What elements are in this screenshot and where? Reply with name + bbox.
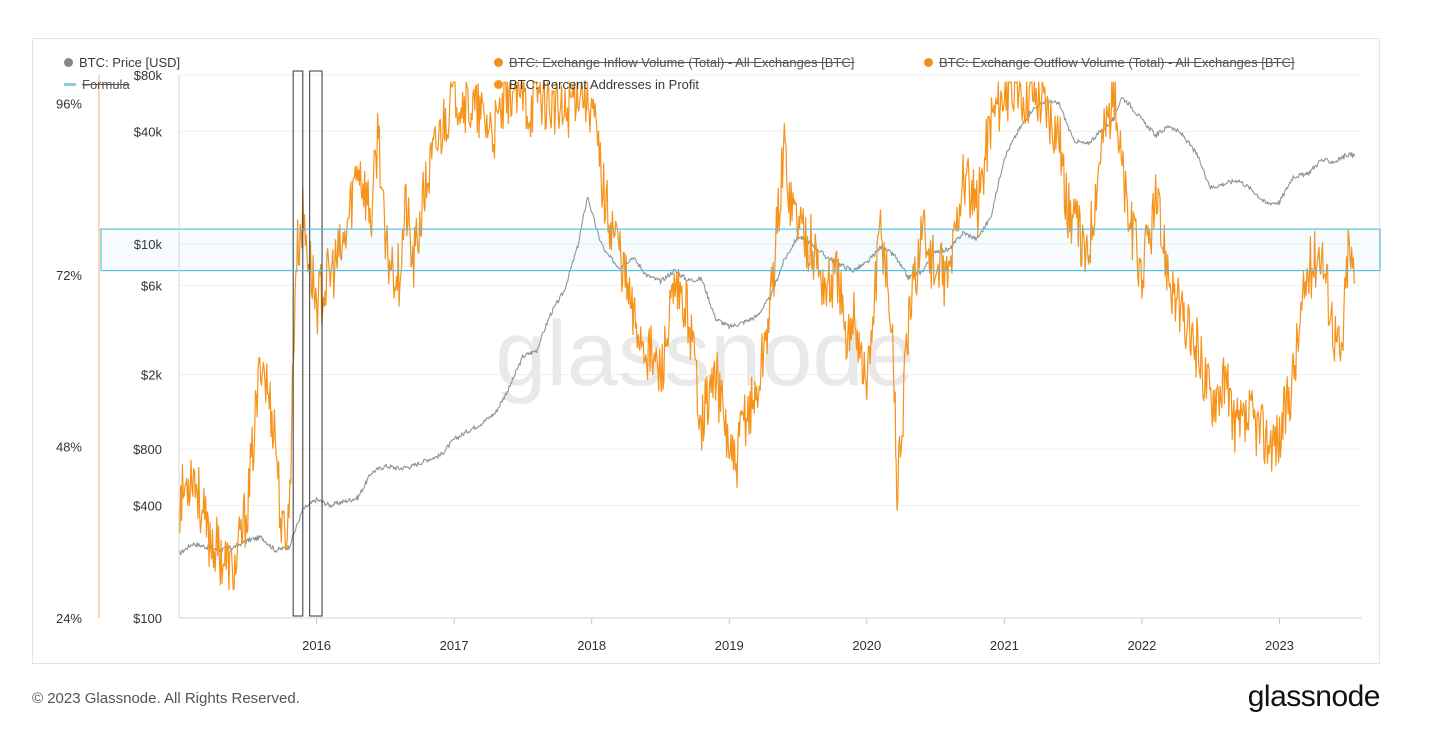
- chart-frame: [32, 38, 1380, 664]
- x-tick-label: 2017: [440, 638, 469, 653]
- legend-outflow-dot-icon: [924, 58, 933, 67]
- left-tick-label: 96%: [56, 97, 82, 112]
- price-tick-label: $100: [133, 611, 162, 626]
- legend-profit-dot-icon: [494, 80, 503, 89]
- legend-price[interactable]: BTC: Price [USD]: [64, 55, 180, 70]
- footer-copyright: © 2023 Glassnode. All Rights Reserved.: [32, 690, 300, 707]
- legend-inflow-label: BTC: Exchange Inflow Volume (Total) - Al…: [509, 55, 855, 70]
- price-tick-label: $2k: [141, 368, 162, 383]
- legend-profit[interactable]: BTC: Percent Addresses in Profit: [494, 77, 699, 92]
- price-tick-label: $6k: [141, 278, 162, 293]
- x-tick-label: 2022: [1127, 638, 1156, 653]
- formula-band: [100, 228, 1381, 272]
- legend-formula-line-icon: [64, 83, 76, 86]
- x-tick-label: 2016: [302, 638, 331, 653]
- legend-formula-label: Formula: [82, 77, 130, 92]
- legend-price-label: BTC: Price [USD]: [79, 55, 181, 70]
- legend-inflow[interactable]: BTC: Exchange Inflow Volume (Total) - Al…: [494, 55, 854, 70]
- legend-outflow[interactable]: BTC: Exchange Outflow Volume (Total) - A…: [924, 55, 1294, 70]
- legend-profit-label: BTC: Percent Addresses in Profit: [509, 77, 700, 92]
- x-tick-label: 2018: [577, 638, 606, 653]
- legend-outflow-label: BTC: Exchange Outflow Volume (Total) - A…: [939, 55, 1295, 70]
- annotation-layer: [100, 70, 1381, 617]
- highlight-box-1: [309, 70, 323, 617]
- price-series-line: [178, 96, 1356, 556]
- price-tick-label: $80k: [134, 68, 163, 83]
- x-tick-label: 2019: [715, 638, 744, 653]
- price-tick-label: $40k: [134, 124, 163, 139]
- x-tick-label: 2023: [1265, 638, 1294, 653]
- price-tick-label: $400: [133, 498, 162, 513]
- x-tick-label: 2020: [852, 638, 881, 653]
- left-tick-label: 24%: [56, 611, 82, 626]
- price-tick-label: $800: [133, 442, 162, 457]
- legend-formula[interactable]: Formula: [64, 77, 130, 92]
- left-axis: 24% 48% 72% 96%: [56, 97, 82, 626]
- x-axis: 2016 2017 2018 2019 2020 2021 2022 2023: [302, 618, 1294, 653]
- profit-series-line: [178, 81, 1356, 590]
- series-layer: [178, 81, 1356, 590]
- left-tick-label: 48%: [56, 440, 82, 455]
- legend-inflow-dot-icon: [494, 58, 503, 67]
- highlight-box-0: [292, 70, 304, 617]
- x-tick-label: 2021: [990, 638, 1019, 653]
- legend-price-dot-icon: [64, 58, 73, 67]
- glassnode-logo: glassnode: [1247, 680, 1381, 713]
- left-tick-label: 72%: [56, 268, 82, 283]
- price-tick-label: $10k: [134, 237, 163, 252]
- price-axis: $100 $400 $800 $2k $6k $10k $40k $80k: [133, 68, 162, 626]
